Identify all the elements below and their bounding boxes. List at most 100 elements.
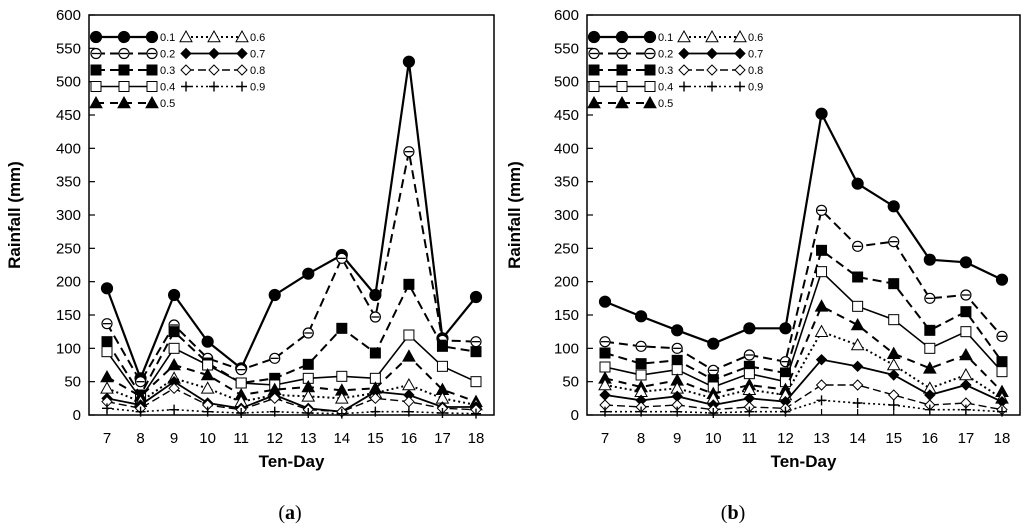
data-point	[599, 389, 611, 401]
data-point	[888, 369, 900, 381]
data-point	[168, 342, 180, 354]
series-0.1	[100, 55, 483, 385]
x-tick-label: 7	[103, 430, 111, 447]
legend-marker	[207, 29, 221, 43]
y-tick-label: 500	[554, 74, 579, 91]
panel-label-close: )	[739, 502, 746, 524]
data-point	[672, 406, 683, 417]
x-tick-label: 17	[434, 430, 451, 447]
data-point	[437, 408, 448, 418]
y-tick-label: 600	[56, 7, 81, 24]
legend-marker	[179, 29, 193, 43]
data-point	[100, 369, 114, 383]
legend-marker	[706, 47, 718, 60]
legend-label: 0.1	[658, 32, 673, 44]
data-point	[100, 282, 114, 295]
legend-marker	[118, 81, 130, 92]
data-point	[403, 329, 415, 341]
y-tick-label: 450	[554, 107, 579, 124]
series-line	[604, 384, 1003, 411]
data-point	[816, 395, 827, 406]
data-point	[996, 356, 1008, 368]
data-point	[403, 406, 414, 417]
data-point	[336, 408, 347, 419]
series-0.2	[599, 204, 1008, 376]
series-line	[106, 407, 477, 415]
data-point	[334, 391, 349, 404]
legend-item-0.3: 0.3	[90, 64, 175, 77]
data-point	[636, 406, 647, 417]
legend-marker	[706, 64, 718, 76]
data-point	[852, 398, 863, 408]
legend-label: 0.4	[658, 82, 673, 94]
legend-item-0.8: 0.8	[180, 64, 265, 77]
y-tick-label: 350	[56, 174, 81, 191]
series-0.3	[599, 244, 1008, 386]
data-point	[599, 361, 611, 373]
x-tick-label: 15	[885, 430, 902, 447]
legend-marker	[707, 81, 717, 92]
series-line	[106, 380, 476, 413]
legend-marker	[588, 64, 600, 76]
legend-item-0.7: 0.7	[678, 47, 763, 61]
data-point	[780, 406, 791, 417]
x-tick-label: 18	[994, 430, 1011, 447]
series-line	[105, 61, 477, 382]
data-point	[470, 376, 482, 388]
data-point	[167, 357, 181, 371]
series-line	[106, 387, 477, 413]
legend-marker	[735, 81, 745, 92]
data-point	[960, 326, 972, 338]
series-line	[604, 304, 1003, 395]
legend-marker	[235, 29, 249, 43]
legend-marker	[616, 81, 628, 92]
legend-marker	[644, 81, 656, 92]
legend-marker	[145, 30, 159, 44]
series-0.1	[598, 107, 1009, 350]
x-tick-label: 11	[742, 430, 758, 447]
y-tick-label: 550	[56, 40, 81, 57]
series-0.6	[598, 324, 1009, 404]
series-0.9	[102, 403, 481, 419]
x-tick-label: 10	[705, 430, 722, 447]
legend-marker	[117, 95, 131, 109]
legend-marker	[733, 29, 747, 43]
data-point	[888, 400, 899, 410]
x-tick-label: 11	[233, 430, 249, 447]
series-line	[605, 399, 1003, 414]
legend-label: 0.1	[160, 32, 175, 44]
legend-label: 0.7	[748, 49, 763, 61]
data-point	[403, 395, 415, 408]
data-point	[851, 379, 864, 391]
data-point	[135, 406, 146, 417]
y-tick-label: 200	[56, 274, 81, 291]
data-point	[743, 322, 756, 335]
data-point	[814, 299, 829, 312]
data-point	[302, 267, 315, 280]
data-point	[959, 256, 973, 269]
data-point	[888, 389, 900, 401]
chart-panel-b: 0 50 100 150 200 250 300 350 400 450 500 550 600 7 8 9 1…	[505, 7, 1021, 524]
data-point	[960, 404, 971, 415]
x-tick-label: 7	[601, 430, 609, 447]
y-tick-label: 300	[56, 207, 81, 224]
legend-marker	[587, 30, 601, 44]
legend-marker	[678, 64, 690, 76]
data-point	[815, 353, 828, 366]
legend-item-0.5: 0.5	[89, 95, 175, 110]
legend-marker	[236, 64, 248, 76]
data-point	[336, 322, 348, 334]
legend-marker	[180, 47, 192, 60]
chart-panel-a: 0 50 100 150 200 250 300 350 400 450 500 550 600 7 8 9 1…	[5, 7, 495, 524]
data-point	[888, 314, 900, 326]
data-point	[707, 337, 720, 350]
data-point	[995, 273, 1009, 286]
legend-label: 0.9	[748, 82, 763, 94]
y-tick-label: 0	[571, 407, 579, 424]
x-tick-label: 12	[266, 430, 283, 447]
legend-label: 0.7	[250, 49, 265, 61]
data-point	[402, 349, 416, 362]
legend-item-0.8: 0.8	[678, 64, 763, 77]
legend-label: 0.6	[250, 32, 265, 44]
data-point	[336, 370, 348, 382]
